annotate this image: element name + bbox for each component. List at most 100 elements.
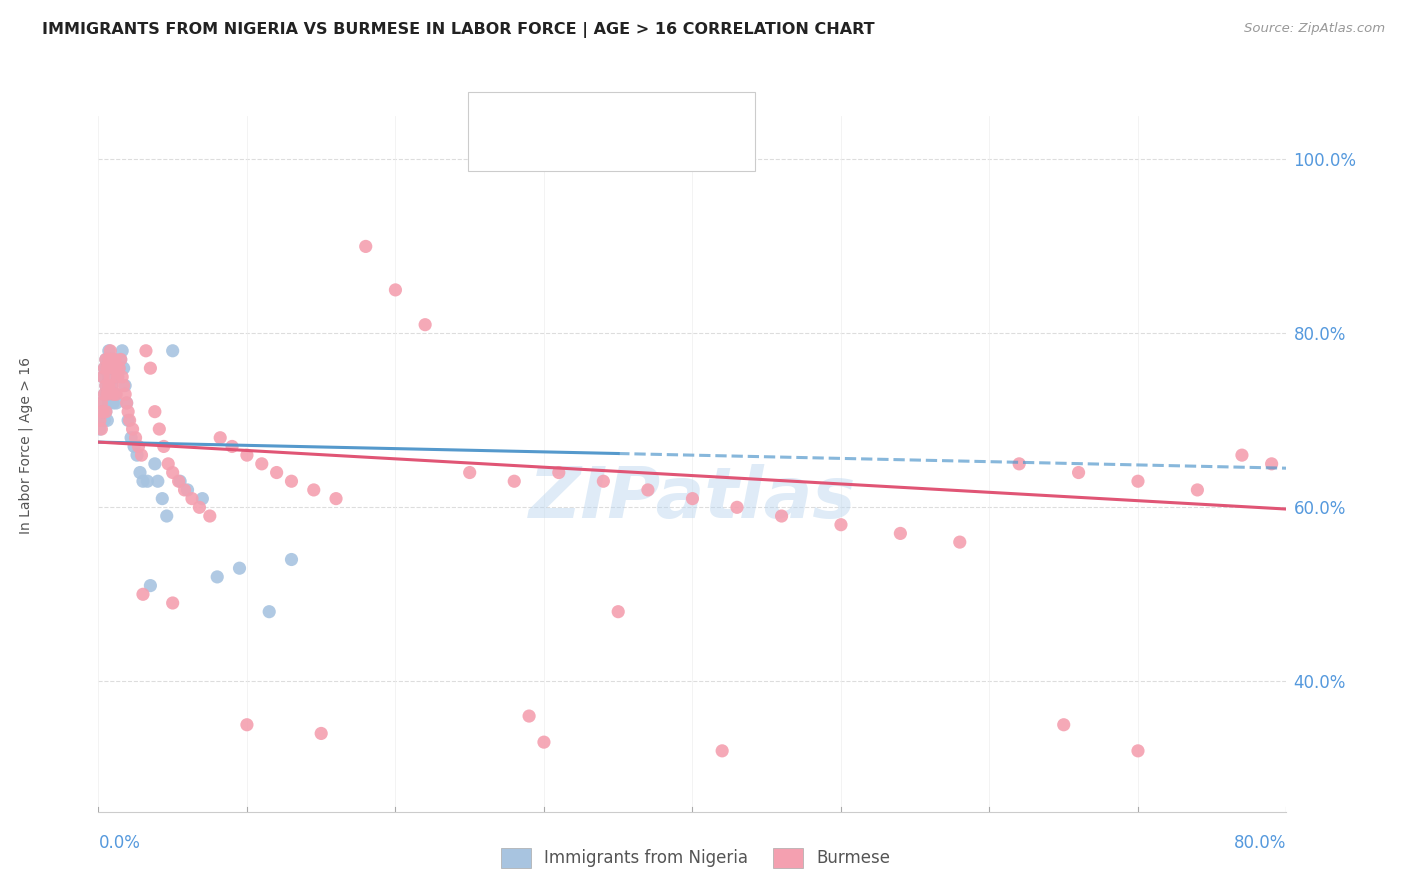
Point: [207, 570, 229, 584]
Point: [146, 474, 169, 488]
Point: [533, 735, 555, 749]
Point: [830, 517, 852, 532]
Point: [236, 448, 259, 462]
Point: [188, 500, 211, 515]
Point: [221, 439, 243, 453]
Point: [118, 413, 141, 427]
Point: [176, 483, 198, 497]
Point: [458, 466, 481, 480]
Point: [173, 483, 195, 497]
Point: [114, 378, 136, 392]
Point: [103, 361, 125, 376]
Point: [91, 405, 114, 419]
Point: [101, 352, 124, 367]
Point: [91, 405, 114, 419]
Text: R =: R =: [524, 108, 558, 122]
Point: [93, 387, 115, 401]
Point: [124, 431, 146, 445]
Point: [105, 387, 128, 401]
Text: -0.070: -0.070: [567, 108, 621, 122]
Point: [105, 361, 128, 376]
Point: [1187, 483, 1209, 497]
Point: [104, 387, 127, 401]
Point: [1126, 744, 1149, 758]
Text: -0.158: -0.158: [567, 142, 621, 156]
Point: [711, 744, 734, 758]
Point: [108, 361, 131, 376]
Point: [93, 413, 115, 427]
Point: [169, 474, 191, 488]
Point: [503, 474, 526, 488]
Point: [725, 500, 748, 515]
Text: R =: R =: [524, 142, 562, 156]
Point: [949, 535, 972, 549]
Point: [117, 413, 139, 427]
Point: [167, 474, 190, 488]
Point: [96, 361, 118, 376]
Point: [115, 396, 138, 410]
Text: 54: 54: [676, 108, 697, 122]
Point: [131, 448, 153, 462]
Text: 0.0%: 0.0%: [98, 834, 141, 852]
Point: [1126, 474, 1149, 488]
Point: [94, 378, 117, 392]
Point: [309, 726, 332, 740]
Point: [1230, 448, 1253, 462]
Point: [162, 596, 184, 610]
Point: [89, 422, 111, 436]
Point: [325, 491, 347, 506]
Point: [135, 343, 157, 358]
Point: [607, 605, 630, 619]
Point: [770, 508, 793, 523]
Point: [122, 439, 145, 453]
Point: [93, 361, 115, 376]
Point: [384, 283, 406, 297]
Point: [90, 396, 112, 410]
Point: [107, 369, 129, 384]
Point: [91, 369, 114, 384]
Point: [236, 717, 259, 731]
Point: [125, 448, 148, 462]
Point: [105, 396, 128, 410]
Point: [96, 361, 118, 376]
Text: In Labor Force | Age > 16: In Labor Force | Age > 16: [18, 358, 32, 534]
Point: [132, 474, 155, 488]
Point: [148, 422, 170, 436]
Point: [108, 361, 131, 376]
Point: [103, 396, 125, 410]
Point: [136, 474, 159, 488]
Point: [129, 466, 152, 480]
Text: N =: N =: [640, 142, 673, 156]
Point: [110, 352, 132, 367]
Point: [120, 431, 142, 445]
Point: [156, 508, 179, 523]
Point: [90, 413, 112, 427]
Point: [97, 378, 120, 392]
Point: [132, 587, 155, 601]
Point: [228, 561, 250, 575]
Point: [517, 709, 540, 723]
Point: [111, 343, 134, 358]
Point: [94, 352, 117, 367]
Point: [112, 378, 135, 392]
Point: [139, 361, 162, 376]
Point: [209, 431, 232, 445]
Point: [101, 378, 124, 392]
Point: [117, 405, 139, 419]
Point: [97, 343, 120, 358]
Point: [280, 552, 302, 566]
Text: N =: N =: [640, 108, 673, 122]
Point: [191, 491, 214, 506]
Point: [96, 387, 118, 401]
Point: [114, 387, 136, 401]
Text: 80.0%: 80.0%: [1234, 834, 1286, 852]
Point: [143, 457, 166, 471]
Point: [91, 369, 114, 384]
Point: [413, 318, 436, 332]
Point: [1053, 717, 1076, 731]
Point: [157, 457, 180, 471]
Text: ZIPatlas: ZIPatlas: [529, 464, 856, 533]
Point: [98, 343, 121, 358]
Point: [104, 352, 127, 367]
Point: [637, 483, 659, 497]
